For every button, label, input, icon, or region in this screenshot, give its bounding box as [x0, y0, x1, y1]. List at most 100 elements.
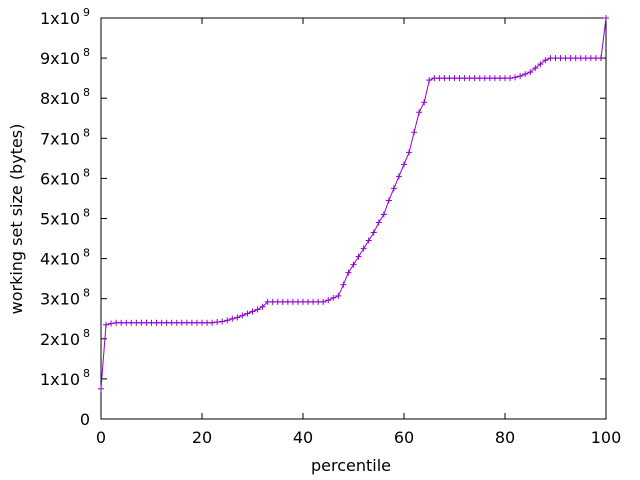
data-point-marker: [421, 99, 428, 106]
data-point-marker: [153, 319, 160, 326]
data-point-marker: [284, 298, 291, 305]
data-point-marker: [502, 75, 508, 82]
data-point-marker: [471, 75, 478, 82]
y-tick-mantissa: 3x10: [40, 290, 80, 309]
x-axis: 0 20 40 60 80 100: [96, 18, 621, 447]
y-tick-mantissa: 8x10: [40, 89, 80, 108]
data-point-marker: [239, 312, 246, 319]
data-point-marker: [441, 75, 448, 82]
data-point-marker: [603, 15, 609, 21]
x-tick-label: 60: [394, 428, 414, 447]
data-point-marker: [158, 319, 165, 326]
data-point-marker: [188, 319, 195, 326]
y-tick-exponent: 8: [83, 287, 90, 300]
data-point-marker: [294, 298, 301, 305]
y-tick-mantissa: 4x10: [40, 250, 80, 269]
data-point-marker: [204, 319, 211, 326]
data-point-marker: [234, 314, 241, 321]
data-point-marker: [320, 298, 327, 305]
data-point-marker: [143, 319, 150, 326]
data-point-marker: [98, 385, 104, 392]
data-point-marker: [340, 281, 347, 288]
data-point-marker: [512, 74, 519, 81]
x-tick-label: 0: [96, 428, 106, 447]
data-point-marker: [380, 211, 387, 218]
y-tick-mantissa: 5x10: [40, 210, 80, 229]
data-point-marker: [365, 237, 372, 244]
data-point-marker: [199, 319, 205, 326]
y-tick-label: 5x10 8: [40, 207, 90, 229]
y-tick-exponent: 8: [83, 46, 90, 59]
data-point-marker: [451, 75, 458, 82]
data-point-marker: [330, 294, 337, 301]
y-tick-label: 3x10 8: [40, 287, 90, 309]
data-point-marker: [411, 129, 418, 136]
data-point-marker: [289, 298, 296, 305]
data-point-marker: [229, 315, 236, 322]
data-point-marker: [315, 298, 322, 305]
data-point-marker: [416, 109, 423, 116]
data-point-marker: [113, 319, 120, 326]
data-point-marker: [370, 229, 377, 236]
data-point-marker: [562, 55, 569, 62]
data-point-marker: [517, 73, 524, 80]
data-point-marker: [173, 319, 180, 326]
data-point-marker: [249, 308, 256, 315]
x-tick-label: 40: [293, 428, 313, 447]
data-point-marker: [163, 319, 170, 326]
data-point-marker: [133, 319, 140, 326]
y-tick-label: 8x10 8: [40, 86, 90, 108]
data-point-marker: [597, 55, 604, 62]
data-point-marker: [456, 75, 463, 82]
y-tick-label: 1x10 9: [40, 6, 90, 28]
data-point-marker: [436, 75, 443, 82]
data-point-marker: [592, 55, 599, 62]
y-tick-exponent: 9: [83, 6, 90, 19]
data-point-marker: [547, 55, 554, 62]
y-tick-exponent: 8: [83, 86, 90, 99]
y-tick-label: 9x10 8: [40, 46, 90, 68]
data-point-marker: [178, 319, 185, 326]
y-tick-label: 6x10 8: [40, 166, 90, 188]
data-point-marker: [148, 319, 155, 326]
data-point-marker: [486, 75, 493, 82]
data-point-marker: [183, 319, 190, 326]
data-point-marker: [128, 319, 135, 326]
data-point-marker: [577, 55, 584, 62]
y-tick-label: 7x10 8: [40, 126, 90, 148]
y-tick-label: 2x10 8: [40, 327, 90, 349]
data-point-marker: [481, 75, 488, 82]
data-point-marker: [168, 319, 175, 326]
data-point-marker: [375, 219, 382, 226]
data-point-marker: [572, 55, 579, 62]
data-point-marker: [138, 319, 145, 326]
y-tick-mantissa: 0: [80, 410, 90, 429]
data-point-marker: [446, 75, 453, 82]
y-tick-exponent: 8: [83, 367, 90, 380]
data-point-marker: [259, 303, 266, 310]
y-tick-exponent: 8: [83, 126, 90, 139]
y-tick-label: 4x10 8: [40, 247, 90, 269]
y-tick-exponent: 8: [83, 166, 90, 179]
y-tick-exponent: 8: [83, 247, 90, 260]
y-tick-mantissa: 2x10: [40, 330, 80, 349]
data-point-marker: [406, 149, 413, 156]
data-point-marker: [557, 55, 564, 62]
y-tick-mantissa: 1x10: [40, 9, 80, 28]
data-point-marker: [507, 75, 514, 82]
data-point-marker: [542, 57, 549, 64]
data-point-marker: [305, 298, 312, 305]
data-point-marker: [279, 298, 286, 305]
y-axis-label: working set size (bytes): [7, 124, 26, 315]
data-point-marker: [224, 317, 231, 324]
y-tick-mantissa: 9x10: [40, 49, 80, 68]
series-markers: [98, 15, 609, 392]
data-point-marker: [269, 298, 276, 305]
data-point-marker: [491, 75, 498, 82]
plot-frame: [100, 17, 607, 420]
data-point-marker: [254, 306, 261, 313]
data-point-marker: [466, 75, 473, 82]
data-point-marker: [582, 55, 589, 62]
data-point-marker: [335, 292, 342, 299]
